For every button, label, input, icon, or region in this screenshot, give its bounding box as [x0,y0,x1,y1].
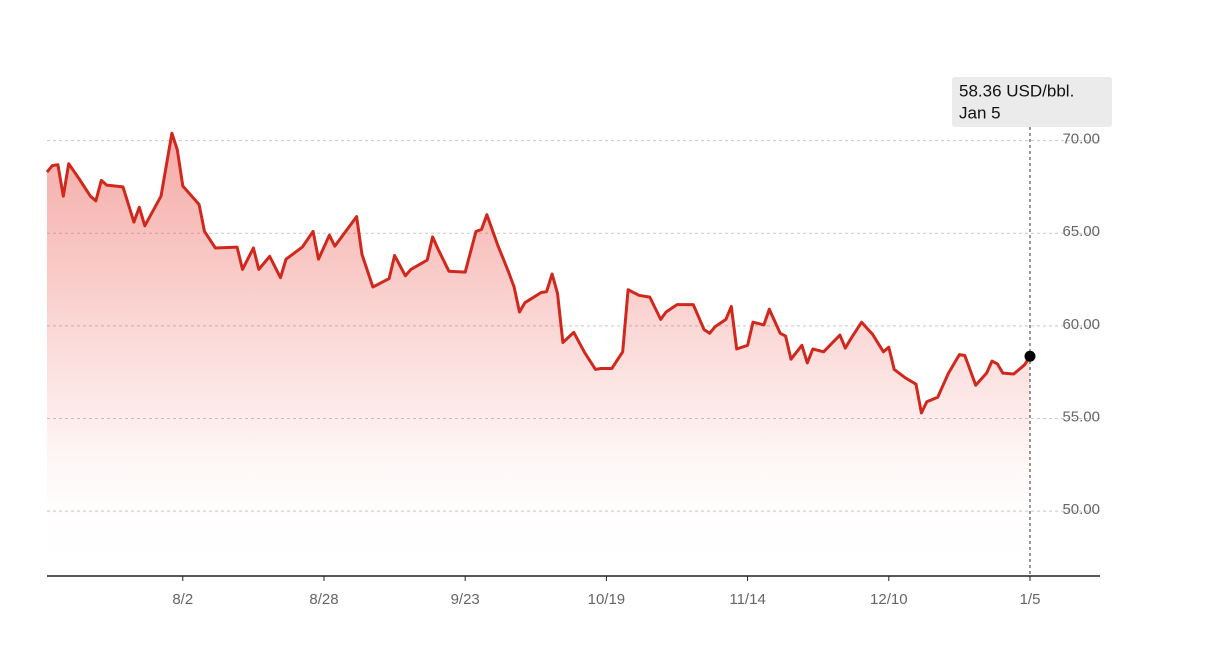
plot-area [45,127,1036,576]
tooltip-date: Jan 5 [959,103,1001,122]
axes: 50.00 55.00 60.00 65.00 70.00 8/2 8/28 9/23 10/1… [47,131,1100,608]
x-tick-label: 9/23 [451,591,480,608]
tooltip: 58.36 USD/bbl. Jan 5 [952,77,1112,127]
x-tick-label: 1/5 [1020,591,1041,608]
y-tick-label: 50.00 [1062,501,1100,518]
x-tick-label: 10/19 [588,591,626,608]
y-tick-label: 70.00 [1062,131,1100,148]
x-tick-label: 8/28 [309,591,338,608]
x-tick-label: 8/2 [172,591,193,608]
y-tick-label: 55.00 [1062,408,1100,425]
x-tick-label: 12/10 [870,591,908,608]
line [45,131,1032,415]
hover-point [1024,350,1036,362]
area [47,133,1030,576]
y-tick-label: 65.00 [1062,223,1100,240]
tooltip-value: 58.36 USD/bbl. [959,81,1074,100]
tooltip-box [952,77,1112,127]
x-tick-label: 11/14 [729,591,765,608]
y-tick-label: 60.00 [1062,316,1100,333]
